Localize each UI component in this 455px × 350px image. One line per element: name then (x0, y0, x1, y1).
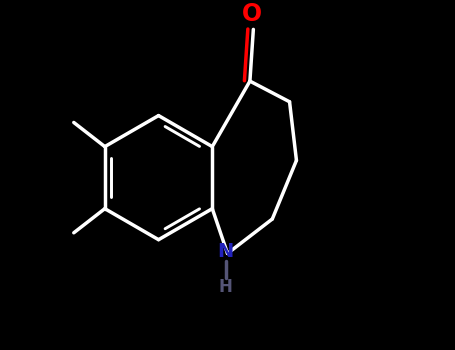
Text: N: N (217, 242, 234, 261)
Text: H: H (219, 278, 233, 296)
Text: O: O (242, 2, 262, 26)
